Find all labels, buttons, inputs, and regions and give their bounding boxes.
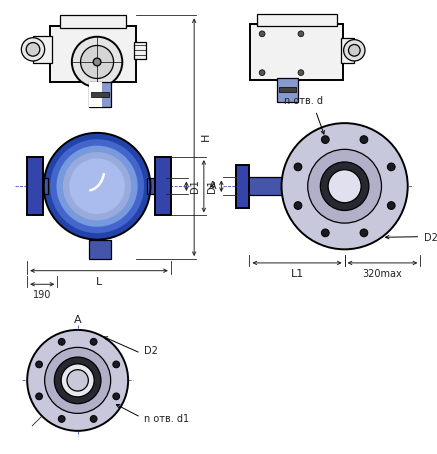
Circle shape [113, 393, 120, 400]
Circle shape [90, 338, 97, 345]
Text: A: A [209, 181, 216, 191]
Circle shape [294, 202, 302, 209]
Circle shape [44, 133, 150, 240]
Bar [27, 157, 43, 215]
Bar [236, 165, 250, 207]
Circle shape [26, 43, 40, 56]
Bar [146, 178, 155, 194]
Circle shape [113, 361, 120, 368]
Bar [279, 87, 296, 92]
Circle shape [259, 70, 265, 75]
Text: D2: D2 [144, 346, 158, 356]
Circle shape [69, 158, 125, 214]
Circle shape [298, 31, 304, 37]
Bar [155, 157, 171, 215]
Circle shape [298, 70, 304, 75]
Circle shape [343, 39, 365, 61]
Circle shape [72, 37, 122, 87]
Circle shape [54, 357, 101, 404]
Circle shape [322, 136, 329, 143]
Text: A: A [74, 315, 81, 325]
Circle shape [27, 330, 128, 431]
Bar [33, 36, 52, 63]
Circle shape [348, 44, 360, 56]
Circle shape [58, 415, 65, 422]
Circle shape [36, 393, 42, 400]
Circle shape [320, 162, 369, 211]
Bar [134, 42, 146, 59]
Bar [51, 26, 136, 82]
Text: H: H [201, 133, 211, 141]
Bar [257, 15, 337, 26]
Circle shape [50, 139, 144, 233]
Circle shape [67, 370, 88, 391]
Circle shape [90, 415, 97, 422]
Circle shape [61, 364, 94, 397]
Circle shape [328, 170, 361, 203]
Bar [91, 92, 109, 97]
Bar [95, 82, 98, 107]
Text: 320max: 320max [363, 269, 402, 279]
Bar [89, 82, 111, 107]
Bar [93, 82, 96, 107]
Text: n отв. d: n отв. d [284, 96, 323, 106]
Text: D2: D2 [424, 233, 437, 243]
Bar [277, 78, 298, 102]
Circle shape [45, 347, 111, 414]
Circle shape [36, 361, 42, 368]
Text: n отв. d1: n отв. d1 [144, 414, 189, 424]
Bar [341, 38, 354, 63]
Circle shape [308, 149, 382, 223]
Circle shape [93, 58, 101, 66]
Bar [250, 178, 281, 195]
Circle shape [58, 338, 65, 345]
Circle shape [294, 163, 302, 171]
Circle shape [63, 152, 131, 220]
Text: D1: D1 [208, 179, 218, 193]
Circle shape [387, 163, 395, 171]
Text: 190: 190 [33, 290, 52, 300]
Circle shape [322, 229, 329, 237]
Circle shape [360, 229, 368, 237]
Circle shape [259, 31, 265, 37]
Circle shape [387, 202, 395, 209]
Circle shape [21, 38, 45, 61]
Circle shape [360, 136, 368, 143]
Text: L: L [96, 276, 102, 286]
Bar [91, 82, 94, 107]
Bar [97, 82, 100, 107]
Text: D1: D1 [190, 179, 200, 193]
Text: L1: L1 [291, 269, 304, 279]
Bar [99, 82, 102, 107]
Circle shape [281, 123, 408, 249]
Circle shape [56, 146, 138, 227]
Bar [43, 178, 48, 194]
Bar [89, 240, 111, 259]
Bar [250, 24, 343, 80]
Circle shape [80, 45, 114, 79]
Bar [89, 82, 92, 107]
Bar [60, 15, 126, 28]
